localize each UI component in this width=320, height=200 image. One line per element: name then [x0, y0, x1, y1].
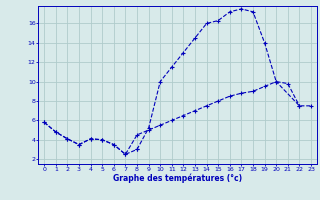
X-axis label: Graphe des températures (°c): Graphe des températures (°c) — [113, 173, 242, 183]
